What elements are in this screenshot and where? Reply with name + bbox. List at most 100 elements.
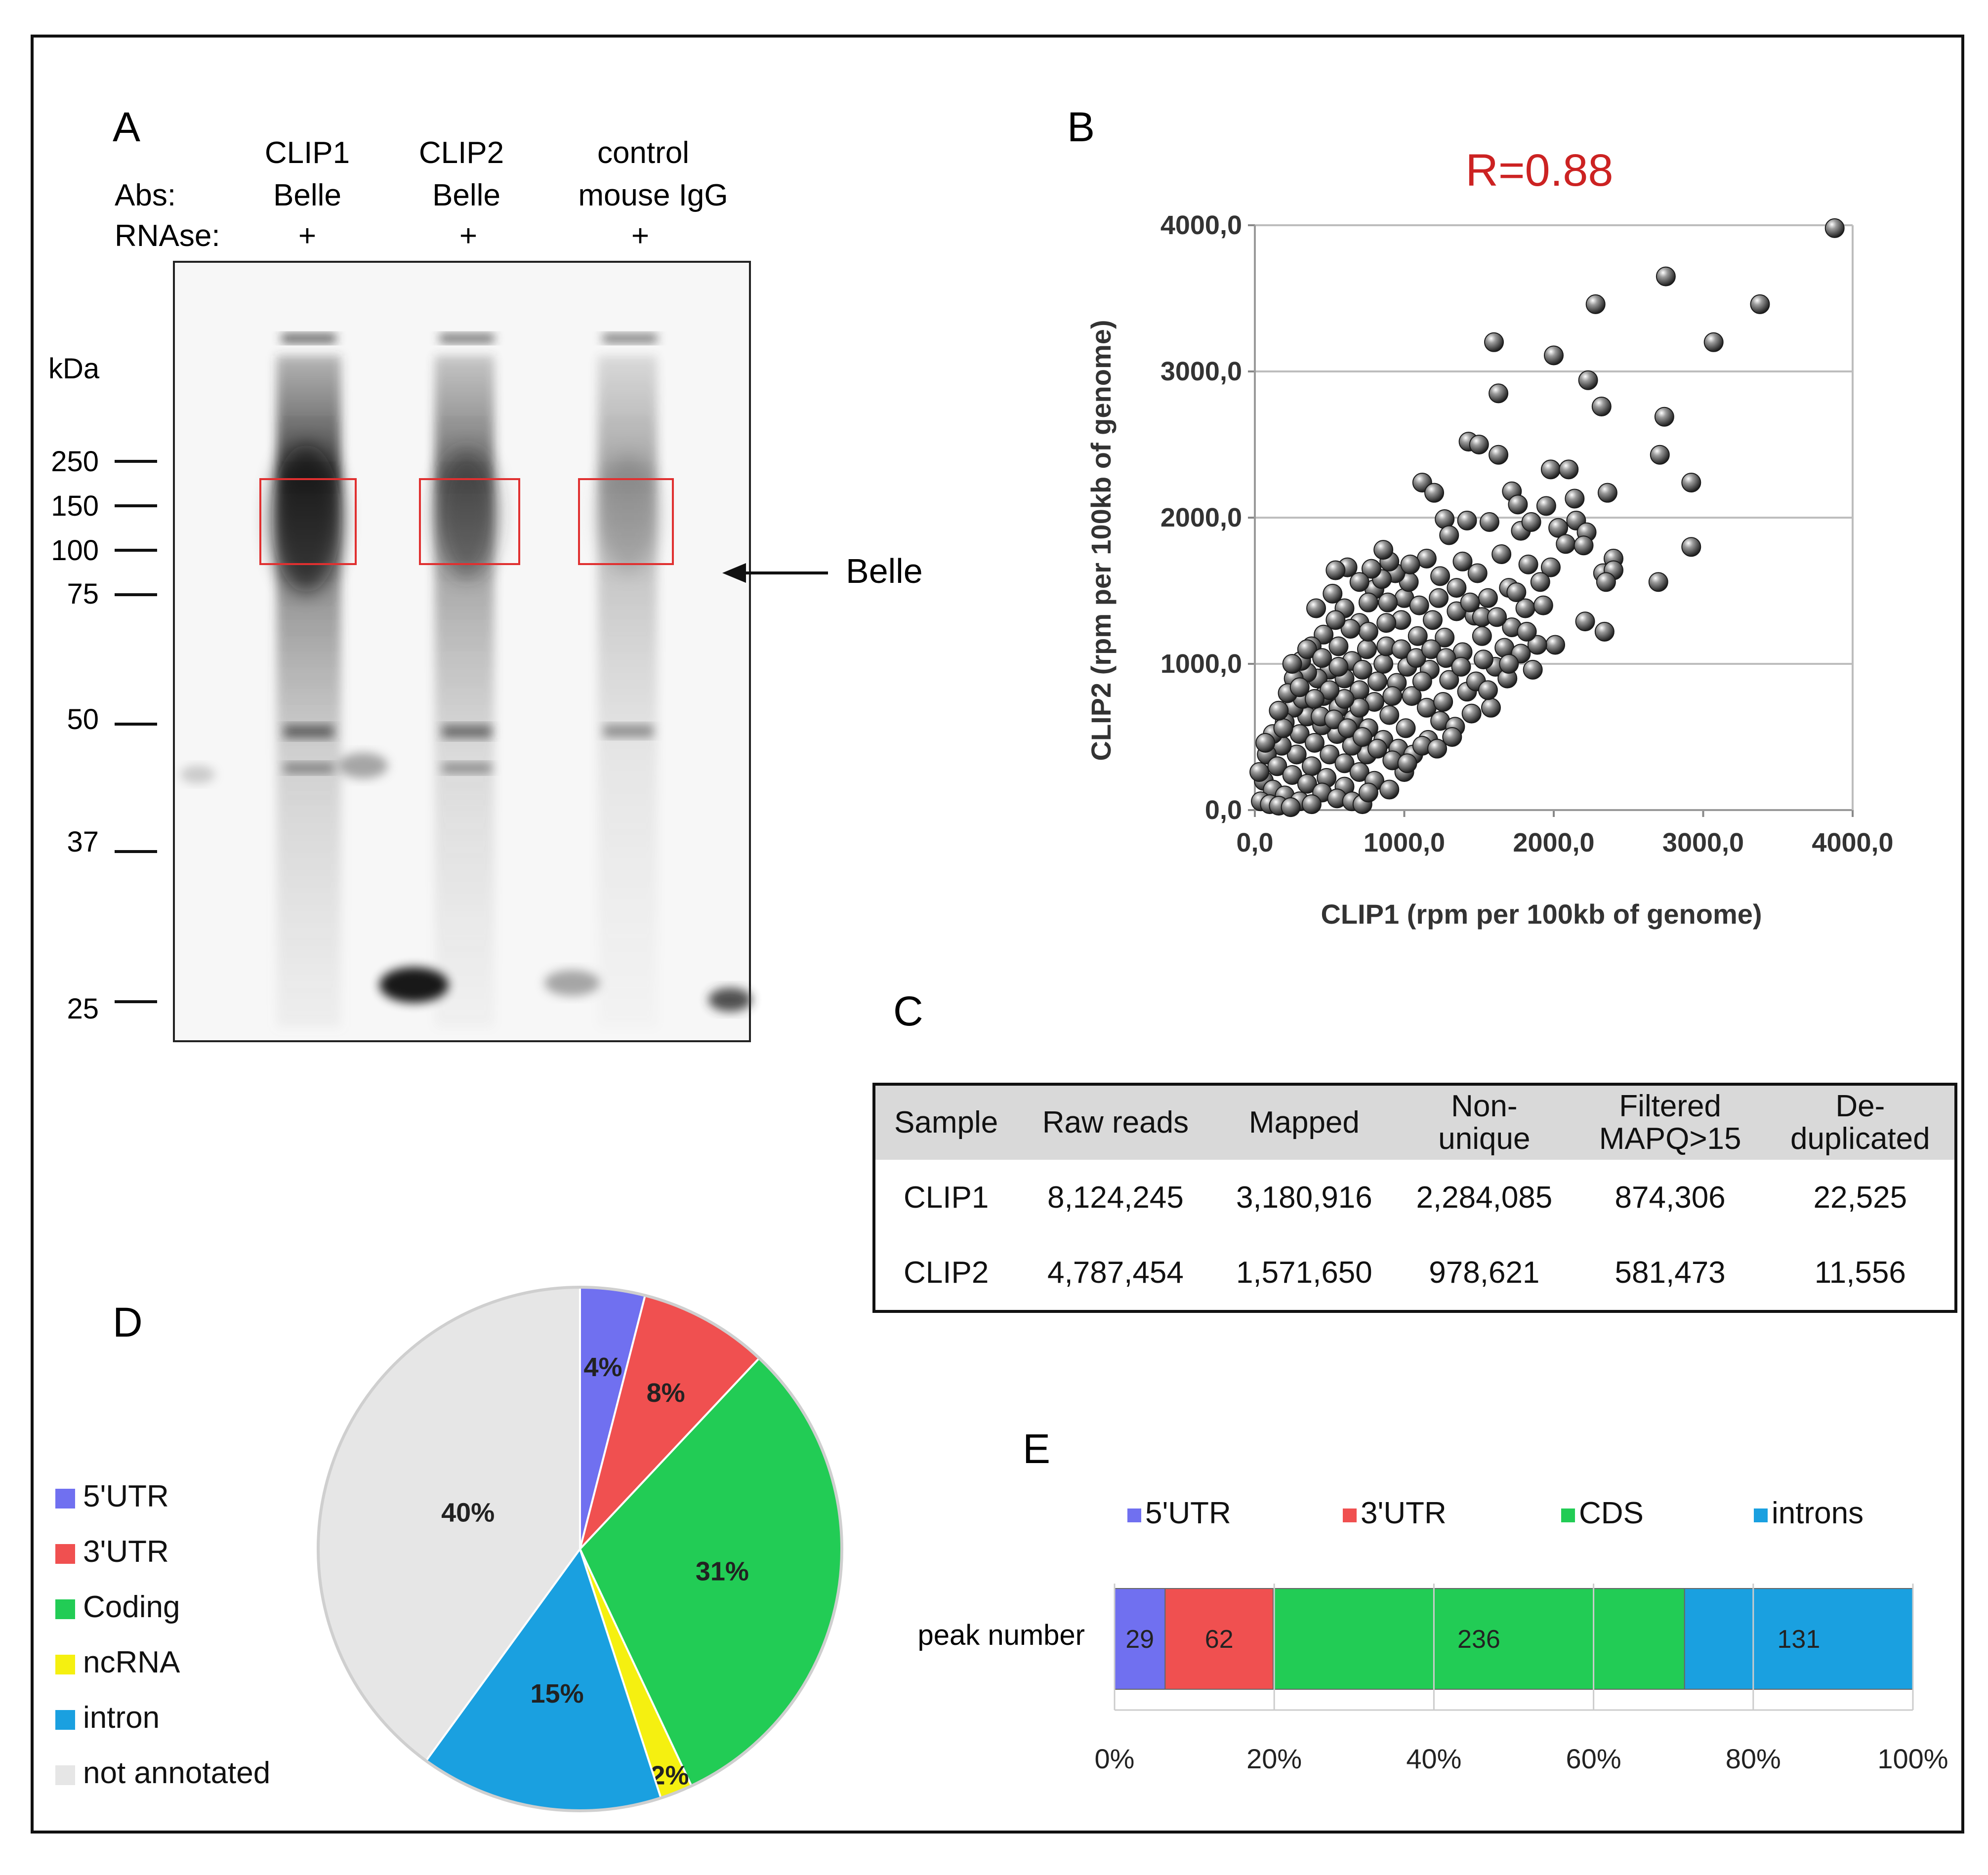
bar-axis-tick-label: 100% [1877,1743,1948,1774]
bar-segment-introns [1684,1588,1914,1690]
scatter-point [1269,700,1289,721]
lane-1-top: CLIP1 [265,136,350,170]
scatter-point [1400,554,1420,574]
stacked-bar: 29 62 236 131 [1114,1588,1914,1690]
scatter-point [1597,483,1617,503]
pie-legend-label: ncRNA [83,1645,180,1679]
panel-label-b: B [1067,104,1095,150]
pie-slice-label: 4% [583,1352,622,1382]
table-cell: 581,473 [1615,1255,1726,1290]
scatter-point [1305,733,1325,753]
scatter-point [1367,738,1388,759]
pie-slice-label: 8% [647,1378,685,1408]
pie-legend-swatch [55,1655,75,1674]
bar-legend-label: 3'UTR [1361,1496,1447,1530]
pie-legend-swatch [55,1489,75,1508]
lane-1-antibody: Belle [273,178,341,212]
lane-2-50kda-band [442,725,492,738]
table-cell: 11,556 [1814,1255,1906,1290]
scatter-point [1575,611,1595,632]
scatter-y-tick-label: 1000,0 [1160,649,1242,679]
scatter-point [1436,648,1456,668]
scatter-point [1578,370,1598,390]
header-mapped: Mapped [1214,1086,1395,1160]
scatter-point [1487,607,1507,627]
lane-light-chain-3 [708,988,752,1012]
scatter-point [1536,496,1556,516]
table-cell: 2,284,085 [1416,1180,1553,1215]
scatter-point [1281,797,1301,817]
table-row: CLIP2 4,787,454 1,571,650 978,621 581,47… [875,1235,1954,1310]
scatter-point [1249,762,1270,782]
table-cell: 978,621 [1429,1255,1540,1290]
pie-legend-swatch [55,1544,75,1564]
scatter-point [1361,559,1381,579]
scatter-point [1824,218,1845,238]
scatter-point [1349,697,1369,718]
scatter-point [1412,671,1432,692]
scatter-point [1478,588,1498,608]
scatter-point [1312,648,1332,668]
header-non-unique: Non-unique [1394,1086,1574,1160]
table-row: CLIP1 8,124,245 3,180,916 2,284,085 874,… [875,1160,1954,1235]
pie-chart: 4%8%31%2%15%40% [317,1286,843,1812]
scatter-point [1484,332,1504,352]
scatter-y-tick-label: 2000,0 [1160,503,1242,532]
pie-rim [317,1286,843,1812]
scatter-point [1286,744,1307,765]
scatter-point [1301,794,1322,815]
highlight-box-lane-3 [578,478,674,565]
scatter-point [1373,540,1394,560]
scatter-point [1358,782,1378,803]
scatter-point [1427,738,1448,759]
bar-axis-tick-label: 40% [1406,1743,1461,1774]
scatter-point [1517,621,1537,642]
scatter-point [1565,489,1585,509]
scatter-point [1373,654,1394,674]
scatter-point [1596,572,1616,592]
scatter-point [1478,680,1498,700]
scatter-point [1325,560,1346,580]
gel-row-label-abs: Abs: [115,178,176,212]
lane-3-50kda-band [604,725,653,737]
lane-3-main-band [599,454,658,573]
scatter-point [1334,689,1355,709]
table-cell: CLIP2 [903,1255,989,1290]
scatter-point [1305,689,1325,709]
scatter-point [1750,294,1770,314]
scatter-point [1654,407,1674,427]
lane-1-rnase: + [298,219,316,253]
scatter-points [1249,218,1845,817]
marker-50: 50 [67,703,99,735]
table-cell: 4,787,454 [1047,1255,1184,1290]
scatter-point [1469,435,1489,454]
table-cell: 22,525 [1813,1180,1907,1215]
scatter-point [1320,680,1340,700]
pie-legend-label: 5'UTR [83,1479,169,1513]
scatter-point [1533,595,1553,615]
scatter-point [1379,705,1400,725]
scatter-point [1424,483,1444,503]
scatter-point [1376,613,1397,633]
scatter-point [1273,718,1293,738]
scatter-point [1591,397,1612,417]
highlight-box-lane-1 [259,478,357,565]
pie-legend-label: 3'UTR [83,1535,169,1569]
pie-slice-label: 15% [531,1679,584,1709]
scatter-point [1402,686,1422,706]
panel-a: A Abs: RNAse: CLIP1 Belle + CLIP2 Belle … [48,104,923,1042]
lane-2-top-band [440,334,494,343]
scatter-point [1323,583,1343,604]
scatter-point [1306,598,1326,618]
scatter-x-axis-label: CLIP1 (rpm per 100kb of genome) [1321,898,1762,930]
scatter-point [1267,756,1287,776]
gel-row-label-rnase: RNAse: [115,219,220,253]
marker-100: 100 [51,534,99,567]
scatter-point [1473,650,1493,670]
scatter-point [1540,557,1561,577]
scatter-point [1340,618,1361,639]
scatter-axes: 0,0 1000,0 2000,0 3000,0 4000,0 0,0 1000,0 2000… [1160,210,1894,857]
scatter-point [1282,765,1302,785]
lane-2-antibody: Belle [432,178,500,212]
scatter-point [1499,654,1519,674]
